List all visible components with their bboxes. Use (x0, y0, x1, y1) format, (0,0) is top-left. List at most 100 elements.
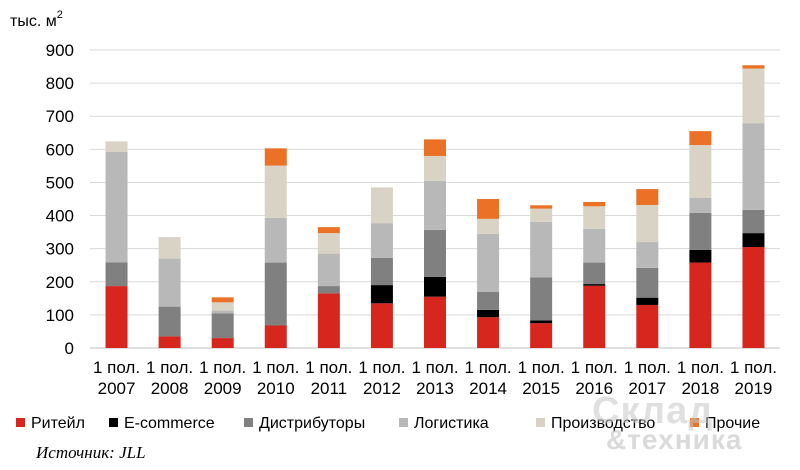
bar-segment (689, 212, 712, 250)
bar-segment (158, 258, 181, 307)
unit-superscript: 2 (57, 9, 63, 21)
bar-segment (370, 303, 393, 348)
bar-segment (211, 302, 234, 311)
x-tick-label: 1 пол. 2015 (518, 358, 565, 398)
bar-segment (424, 139, 446, 156)
bar-segment (158, 306, 181, 337)
bar-segment (742, 247, 765, 348)
watermark-line1: Склад (592, 390, 714, 432)
bar-segment (689, 262, 712, 348)
bar-segment (530, 277, 553, 321)
bar-segment (264, 148, 287, 166)
bar-segment (370, 187, 393, 224)
x-tick-label: 1 пол. 2014 (465, 358, 512, 398)
bar-segment (530, 320, 553, 324)
watermark-line2: &техника (606, 424, 743, 455)
bar-segment (742, 233, 765, 248)
bar-segment (583, 284, 606, 286)
bar-segment (105, 141, 128, 152)
bar-segment (370, 285, 393, 304)
y-axis-unit-label: тыс. м2 (10, 9, 63, 30)
legend-label: Прочие (705, 415, 760, 432)
bar-segment (477, 218, 500, 234)
bar-segment (583, 201, 606, 207)
bar-segment (477, 309, 500, 318)
bar-segment (370, 257, 393, 286)
bar-segment (317, 253, 340, 287)
bar-segment (530, 221, 553, 278)
legend-swatch (536, 418, 545, 427)
x-tick-label: 1 пол. 2019 (730, 358, 777, 398)
bar-segment (477, 199, 500, 219)
bar-segment (264, 165, 287, 218)
y-tick-label: 400 (46, 207, 74, 226)
bar-segment (317, 227, 340, 234)
legend-swatch (109, 418, 118, 427)
bar-segment (105, 151, 128, 263)
bar-segment (477, 233, 500, 292)
bar-segment (477, 317, 500, 348)
bar-segment (477, 291, 500, 310)
legend-label: Дистрибуторы (259, 415, 365, 432)
bar-segment (583, 228, 606, 263)
y-tick-label: 700 (46, 107, 74, 126)
x-tick-label: 1 пол. 2011 (305, 358, 352, 398)
bar-segment (211, 338, 234, 348)
x-tick-label: 1 пол. 2007 (93, 358, 140, 398)
x-tick-label: 1 пол. 2008 (146, 358, 193, 398)
legend: Ритейл E-commerce Дистрибуторы Логистика Про… (16, 415, 760, 432)
bar-segment (636, 242, 659, 268)
bar-segment (370, 223, 393, 258)
legend-label: E-commerce (124, 415, 215, 432)
bar-segment (158, 336, 181, 348)
x-tick-label: 1 пол. 2010 (252, 358, 299, 398)
bar-segment (530, 205, 553, 209)
bar-segment (530, 323, 553, 348)
bar-segment (636, 297, 659, 305)
y-tick-label: 800 (46, 74, 74, 93)
svg-text:тыс. м2: тыс. м2 (10, 9, 63, 30)
bars (105, 65, 765, 348)
legend-swatch (399, 418, 408, 427)
legend-label: Логистика (414, 415, 489, 432)
bar-segment (424, 155, 446, 181)
y-tick-label: 0 (65, 339, 74, 358)
unit-text: тыс. м (10, 13, 57, 30)
bar-segment (424, 180, 446, 230)
legend-swatch (244, 418, 253, 427)
x-tick-label: 1 пол. 2013 (411, 358, 458, 398)
y-tick-label: 100 (46, 306, 74, 325)
y-tick-label: 600 (46, 140, 74, 159)
bar-segment (583, 206, 606, 229)
bar-segment (158, 237, 181, 259)
bar-segment (264, 262, 287, 326)
bar-segment (742, 209, 765, 234)
bar-segment (211, 310, 234, 314)
bar-segment (583, 285, 606, 348)
x-tick-label: 1 пол. 2018 (677, 358, 724, 398)
bar-segment (689, 131, 712, 146)
bar-segment (211, 297, 234, 303)
y-tick-label: 300 (46, 240, 74, 259)
bar-segment (689, 145, 712, 199)
bar-segment (636, 189, 659, 205)
bar-segment (636, 204, 659, 243)
legend-label: Производство (551, 415, 655, 432)
bar-segment (317, 233, 340, 254)
bar-segment (317, 293, 340, 348)
legend-swatch (690, 418, 699, 427)
source-note: Источник: JLL (36, 443, 146, 462)
bar-segment (264, 217, 287, 263)
y-tick-label: 500 (46, 173, 74, 192)
x-tick-label: 1 пол. 2009 (199, 358, 246, 398)
bar-segment (742, 65, 765, 69)
bar-segment (636, 267, 659, 298)
bar-segment (742, 68, 765, 124)
bar-segment (424, 276, 446, 297)
bar-segment (264, 325, 287, 348)
bar-segment (105, 286, 128, 348)
x-tick-label: 1 пол. 2017 (624, 358, 671, 398)
x-tick-label: 1 пол. 2012 (358, 358, 405, 398)
